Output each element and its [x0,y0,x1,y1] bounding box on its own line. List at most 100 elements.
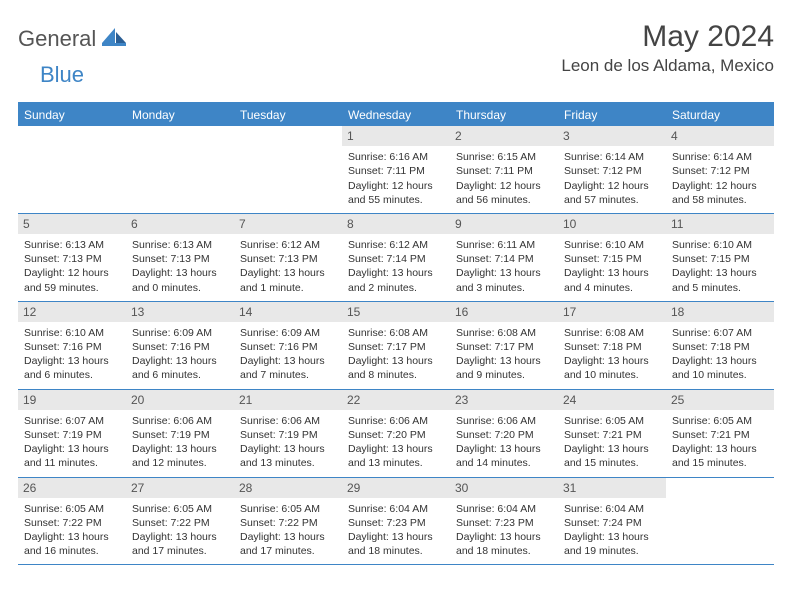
sunrise-line: Sunrise: 6:14 AM [564,150,660,164]
daylight-line: Daylight: 13 hours and 5 minutes. [672,266,768,294]
sunrise-line: Sunrise: 6:09 AM [240,326,336,340]
day-number: 16 [450,302,558,322]
day-number: 2 [450,126,558,146]
day-cell: 8Sunrise: 6:12 AMSunset: 7:14 PMDaylight… [342,214,450,301]
day-number: 25 [666,390,774,410]
day-number: 8 [342,214,450,234]
daylight-line: Daylight: 13 hours and 6 minutes. [132,354,228,382]
sunrise-line: Sunrise: 6:05 AM [672,414,768,428]
day-number: 22 [342,390,450,410]
daylight-line: Daylight: 13 hours and 10 minutes. [564,354,660,382]
day-cell: 10Sunrise: 6:10 AMSunset: 7:15 PMDayligh… [558,214,666,301]
sunset-line: Sunset: 7:11 PM [456,164,552,178]
day-number: 19 [18,390,126,410]
day-cell: 21Sunrise: 6:06 AMSunset: 7:19 PMDayligh… [234,390,342,477]
day-number: 30 [450,478,558,498]
day-number: 26 [18,478,126,498]
day-cell: 29Sunrise: 6:04 AMSunset: 7:23 PMDayligh… [342,478,450,565]
day-number: 31 [558,478,666,498]
week-row: 19Sunrise: 6:07 AMSunset: 7:19 PMDayligh… [18,390,774,478]
daylight-line: Daylight: 13 hours and 12 minutes. [132,442,228,470]
day-cell: 17Sunrise: 6:08 AMSunset: 7:18 PMDayligh… [558,302,666,389]
daylight-line: Daylight: 13 hours and 18 minutes. [456,530,552,558]
day-cell [666,478,774,565]
sunset-line: Sunset: 7:24 PM [564,516,660,530]
daylight-line: Daylight: 13 hours and 18 minutes. [348,530,444,558]
day-number: 1 [342,126,450,146]
daylight-line: Daylight: 12 hours and 57 minutes. [564,179,660,207]
daylight-line: Daylight: 13 hours and 1 minute. [240,266,336,294]
sunset-line: Sunset: 7:19 PM [240,428,336,442]
sunset-line: Sunset: 7:20 PM [456,428,552,442]
sunset-line: Sunset: 7:17 PM [456,340,552,354]
day-cell: 22Sunrise: 6:06 AMSunset: 7:20 PMDayligh… [342,390,450,477]
day-number: 20 [126,390,234,410]
sunrise-line: Sunrise: 6:16 AM [348,150,444,164]
day-number: 13 [126,302,234,322]
sunrise-line: Sunrise: 6:10 AM [672,238,768,252]
day-number: 23 [450,390,558,410]
day-cell: 26 Sunrise: 6:05 AMSunset: 7:22 PMDayligh… [18,478,126,565]
daylight-line: Daylight: 13 hours and 13 minutes. [348,442,444,470]
sunset-line: Sunset: 7:16 PM [24,340,120,354]
daylight-line: Daylight: 13 hours and 9 minutes. [456,354,552,382]
daylight-line: Daylight: 13 hours and 16 minutes. [24,530,120,558]
day-number: 3 [558,126,666,146]
sunrise-line: Sunrise: 6:07 AM [672,326,768,340]
day-header-friday: Friday [558,104,666,126]
sunrise-line: Sunrise: 6:10 AM [564,238,660,252]
daylight-line: Daylight: 13 hours and 7 minutes. [240,354,336,382]
day-number: 12 [18,302,126,322]
sunset-line: Sunset: 7:16 PM [132,340,228,354]
day-cell: 9Sunrise: 6:11 AMSunset: 7:14 PMDaylight… [450,214,558,301]
sunrise-line: Sunrise: 6:15 AM [456,150,552,164]
day-cell: 18Sunrise: 6:07 AMSunset: 7:18 PMDayligh… [666,302,774,389]
sunset-line: Sunset: 7:23 PM [348,516,444,530]
sunrise-line: Sunrise: 6:07 AM [24,414,120,428]
daylight-line: Daylight: 13 hours and 2 minutes. [348,266,444,294]
day-cell: 25Sunrise: 6:05 AMSunset: 7:21 PMDayligh… [666,390,774,477]
sunrise-line: Sunrise: 6:05 AM [564,414,660,428]
day-cell [234,126,342,213]
sunset-line: Sunset: 7:13 PM [132,252,228,266]
day-number: 6 [126,214,234,234]
day-cell [18,126,126,213]
sunset-line: Sunset: 7:19 PM [132,428,228,442]
daylight-line: Daylight: 13 hours and 3 minutes. [456,266,552,294]
daylight-line: Daylight: 12 hours and 55 minutes. [348,179,444,207]
day-number: 4 [666,126,774,146]
day-header-saturday: Saturday [666,104,774,126]
day-cell: 3Sunrise: 6:14 AMSunset: 7:12 PMDaylight… [558,126,666,213]
sunrise-line: Sunrise: 6:05 AM [24,502,120,516]
page-title: May 2024 [561,20,774,54]
daylight-line: Daylight: 13 hours and 15 minutes. [564,442,660,470]
daylight-line: Daylight: 12 hours and 59 minutes. [24,266,120,294]
day-cell: 5Sunrise: 6:13 AMSunset: 7:13 PMDaylight… [18,214,126,301]
daylight-line: Daylight: 13 hours and 17 minutes. [240,530,336,558]
sunset-line: Sunset: 7:15 PM [564,252,660,266]
day-cell: 20Sunrise: 6:06 AMSunset: 7:19 PMDayligh… [126,390,234,477]
day-cell: 23Sunrise: 6:06 AMSunset: 7:20 PMDayligh… [450,390,558,477]
sunset-line: Sunset: 7:22 PM [24,516,120,530]
day-number: 18 [666,302,774,322]
sunrise-line: Sunrise: 6:08 AM [456,326,552,340]
sunset-line: Sunset: 7:14 PM [456,252,552,266]
day-number: 7 [234,214,342,234]
sunset-line: Sunset: 7:11 PM [348,164,444,178]
sunset-line: Sunset: 7:13 PM [240,252,336,266]
logo: General [18,20,130,52]
sunrise-line: Sunrise: 6:10 AM [24,326,120,340]
day-cell: 30Sunrise: 6:04 AMSunset: 7:23 PMDayligh… [450,478,558,565]
sunrise-line: Sunrise: 6:12 AM [240,238,336,252]
sunset-line: Sunset: 7:22 PM [240,516,336,530]
sunrise-line: Sunrise: 6:11 AM [456,238,552,252]
day-cell: 31Sunrise: 6:04 AMSunset: 7:24 PMDayligh… [558,478,666,565]
day-number: 15 [342,302,450,322]
sunset-line: Sunset: 7:18 PM [564,340,660,354]
title-block: May 2024 Leon de los Aldama, Mexico [561,20,774,76]
day-header-sunday: Sunday [18,104,126,126]
day-cell: 11Sunrise: 6:10 AMSunset: 7:15 PMDayligh… [666,214,774,301]
day-number: 28 [234,478,342,498]
day-number: 29 [342,478,450,498]
day-number: 5 [18,214,126,234]
